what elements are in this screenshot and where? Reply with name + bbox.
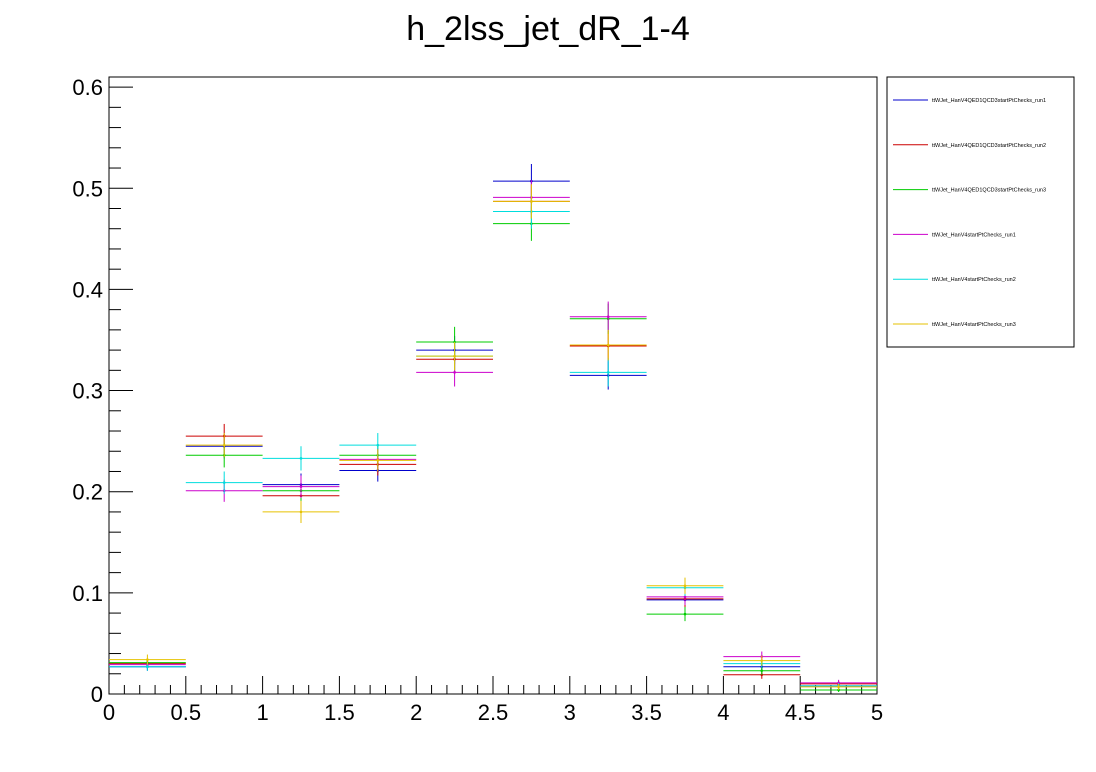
y-axis-tick-labels: 0 0.1 0.2 0.3 0.4 0.5 0.6 (72, 75, 103, 707)
x-tick-label: 2 (410, 700, 422, 725)
y-tick-label: 0.4 (72, 277, 103, 302)
y-tick-label: 0.6 (72, 75, 103, 100)
data-point (376, 459, 380, 462)
data-point (760, 669, 764, 673)
y-tick-label: 0.5 (72, 176, 103, 201)
legend-label: ttWJet_HanV4startPtChecks_run1 (932, 232, 1016, 238)
data-point (683, 612, 687, 616)
data-point (299, 510, 303, 514)
x-tick-label: 3.5 (631, 700, 662, 725)
data-marks (109, 163, 877, 692)
data-point (376, 443, 380, 447)
legend: ttWJet_HanV4QED1QCD3startPtChecks_run1tt… (886, 76, 1075, 348)
x-axis-tick-labels: 0 0.5 1 1.5 2 2.5 3 3.5 4 4.5 5 (103, 700, 883, 725)
data-point (222, 481, 226, 484)
plot-frame (108, 76, 878, 695)
legend-label: ttWJet_HanV4startPtChecks_run2 (932, 277, 1016, 283)
data-point (683, 595, 687, 599)
x-tick-label: 2.5 (478, 700, 509, 725)
series-6 (109, 184, 877, 690)
data-point (453, 354, 456, 358)
data-point (453, 371, 456, 374)
x-tick-label: 1 (256, 700, 268, 725)
data-point (683, 584, 687, 588)
x-tick-label: 0 (103, 700, 115, 725)
y-tick-label: 0.2 (72, 480, 103, 505)
legend-label: ttWJet_HanV4QED1QCD3startPtChecks_run1 (932, 98, 1046, 104)
data-point (606, 315, 610, 319)
data-point (760, 659, 764, 662)
axis-ticks (108, 86, 878, 695)
x-tick-label: 5 (871, 700, 883, 725)
data-point (146, 658, 149, 661)
legend-box (886, 76, 1075, 348)
legend-label: ttWJet_HanV4QED1QCD3startPtChecks_run2 (932, 143, 1046, 149)
data-point (299, 485, 303, 488)
data-point (606, 343, 610, 347)
x-tick-label: 4.5 (785, 700, 816, 725)
data-point (606, 371, 610, 374)
chart-title: h_2lss_jet_dR_1-4 (406, 10, 690, 48)
data-point (146, 665, 149, 668)
legend-label: ttWJet_HanV4QED1QCD3startPtChecks_run3 (932, 188, 1046, 194)
y-tick-label: 0.1 (72, 581, 103, 606)
x-tick-label: 3 (564, 700, 576, 725)
y-tick-label: 0 (91, 682, 103, 707)
legend-entries: ttWJet_HanV4QED1QCD3startPtChecks_run1tt… (893, 98, 1046, 328)
x-tick-label: 1.5 (324, 700, 355, 725)
data-point (530, 200, 533, 203)
legend-label: ttWJet_HanV4startPtChecks_run3 (932, 322, 1016, 328)
x-tick-label: 0.5 (171, 700, 202, 725)
y-tick-label: 0.3 (72, 379, 103, 404)
data-point (299, 457, 303, 460)
x-tick-label: 4 (717, 700, 729, 725)
data-point (222, 443, 226, 447)
data-point (837, 685, 840, 689)
